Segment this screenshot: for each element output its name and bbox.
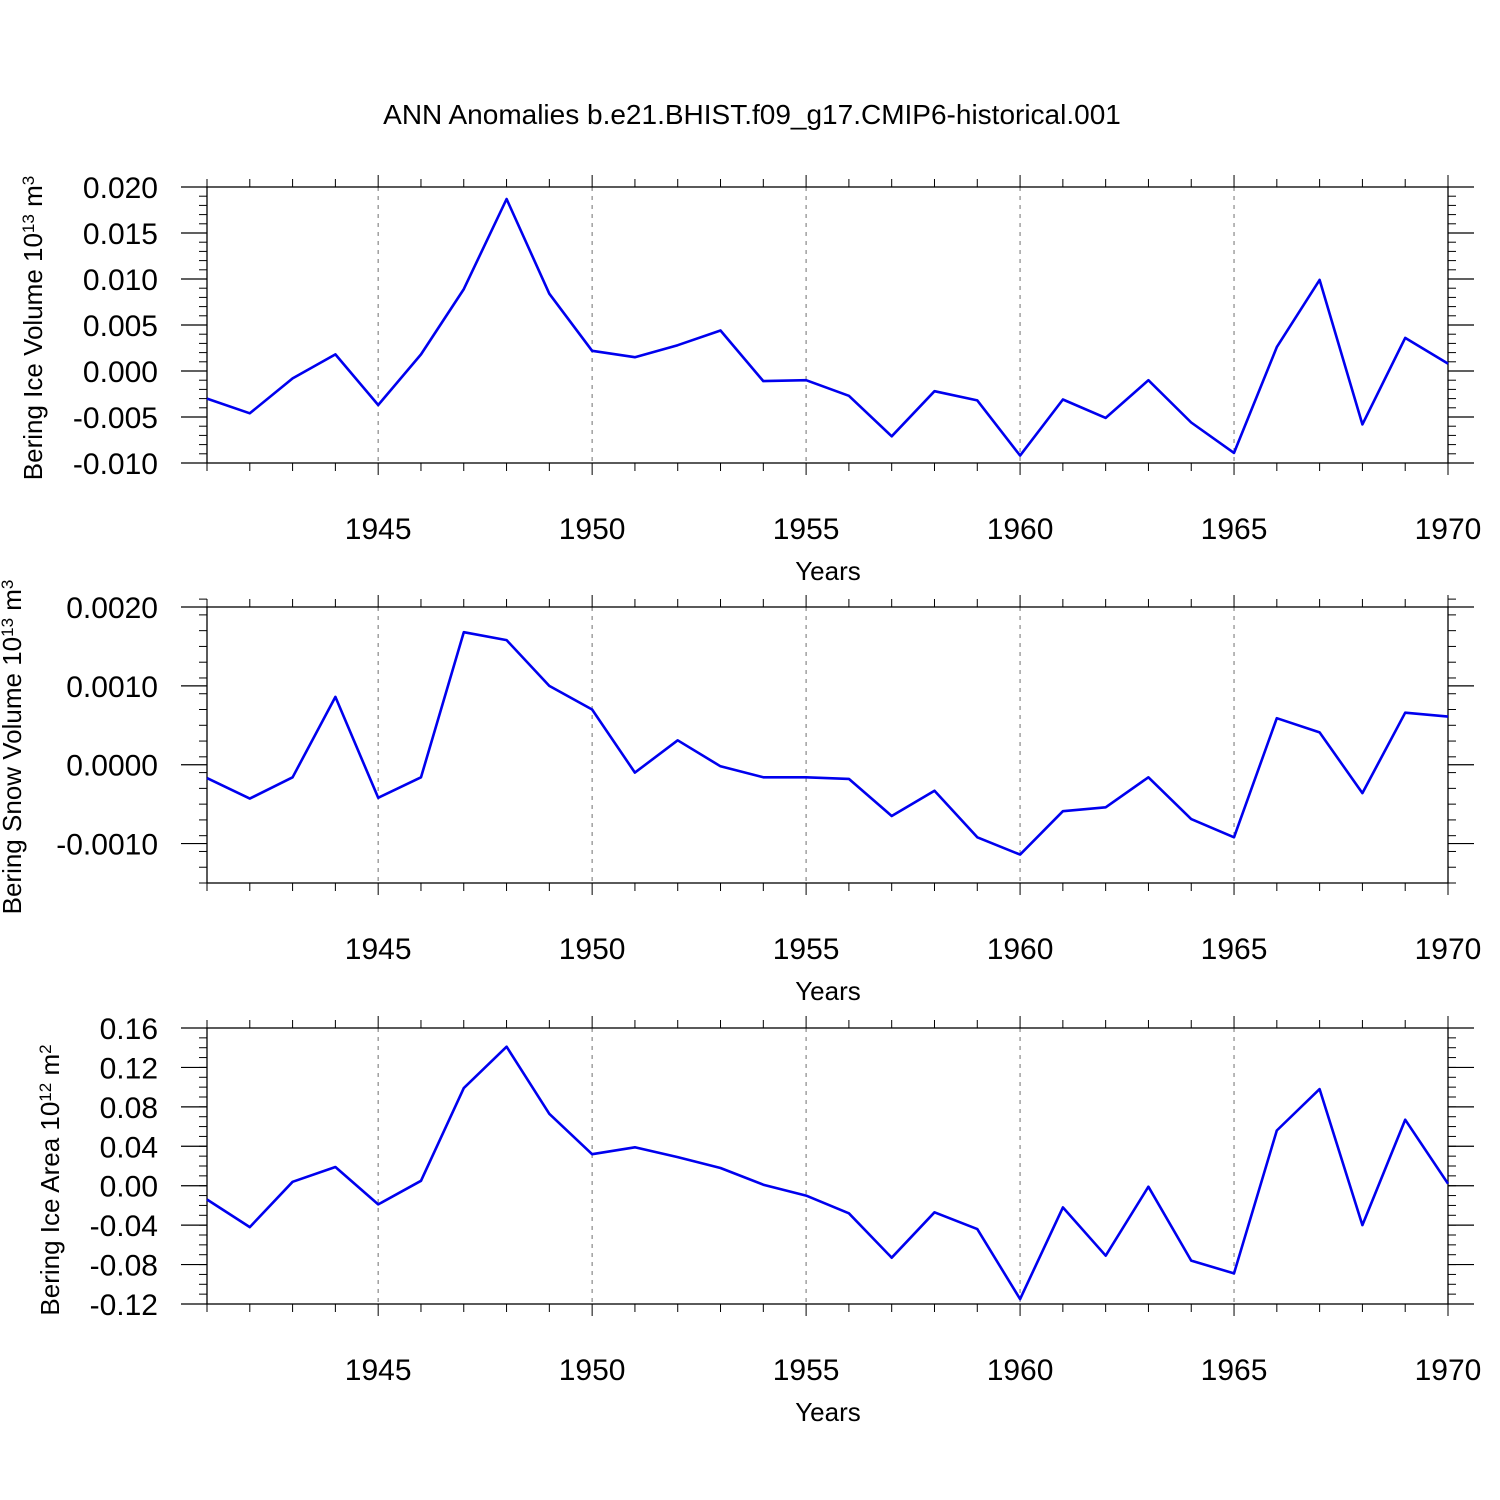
y-tick-label: -0.0010 [56,829,158,862]
panels: 1945 1950 1955 1960 1965 1970 Years 0.020 0.015 0… [0,172,1481,1427]
y-label-text: Bering Snow Volume 10 [0,637,27,915]
y-label-superscript: 12 [36,1083,55,1102]
series-line [206,197,1449,457]
y-label-text: Bering Ice Area 10 [35,1102,65,1316]
y-tick-label: 0.010 [83,264,158,297]
y-tick-label: 0.0000 [66,750,158,783]
series-line [206,1045,1450,1301]
y-label-superscript: 13 [19,214,38,233]
y-tick-label: 0.0010 [66,671,158,704]
figure-title: ANN Anomalies b.e21.BHIST.f09_g17.CMIP6-… [383,99,1121,130]
y-label-text: m [18,185,48,214]
y-label-superscript: 13 [0,618,17,637]
x-tick-label: 1970 [1415,933,1482,966]
y-tick-label: 0.00 [100,1171,158,1204]
y-tick-label: -0.005 [73,402,158,435]
y-axis-label: Bering Snow Volume 1013 m3 [0,580,27,915]
x-tick-label: 1950 [559,513,626,546]
y-tick-label: 0.015 [83,218,158,251]
x-tick-label: 1965 [1201,933,1268,966]
x-axis-label: Years [795,556,861,586]
plot-frame [206,606,1449,884]
y-tick-label: -0.04 [90,1210,158,1243]
x-tick-label: 1965 [1201,513,1268,546]
x-axis-label: Years [795,1397,861,1427]
y-tick-label: 0.020 [83,172,158,205]
x-tick-label: 1945 [345,513,412,546]
x-tick-label: 1960 [987,513,1054,546]
y-axis-label: Bering Ice Volume 1013 m3 [18,176,48,480]
x-tick-label: 1945 [345,1354,412,1387]
x-tick-label: 1970 [1415,513,1482,546]
x-tick-label: 1950 [559,933,626,966]
panel-2: 1945 1950 1955 1960 1965 1970 Years 0.0020 0.001… [0,580,1481,1006]
x-tick-label: 1955 [773,933,840,966]
panel-1: 1945 1950 1955 1960 1965 1970 Years 0.020 0.015 0… [18,172,1481,586]
plot-frame [206,1027,1449,1305]
x-tick-label: 1955 [773,1354,840,1387]
x-tick-label: 1965 [1201,1354,1268,1387]
y-label-text: m [35,1054,65,1083]
x-tick-label: 1960 [987,1354,1054,1387]
y-tick-label: 0.000 [83,356,158,389]
y-label-superscript: 3 [19,176,38,185]
y-tick-label: -0.08 [90,1250,158,1283]
panel-3: 1945 1950 1955 1960 1965 1970 Years 0.16 0.12 0.0… [35,1013,1481,1427]
x-tick-label: 1970 [1415,1354,1482,1387]
y-tick-label: -0.12 [90,1289,158,1322]
x-tick-label: 1945 [345,933,412,966]
y-tick-label: 0.08 [100,1092,158,1125]
y-tick-label: 0.16 [100,1013,158,1046]
x-axis-label: Years [795,976,861,1006]
x-tick-label: 1955 [773,513,840,546]
y-tick-label: 0.04 [100,1131,158,1164]
x-tick-label: 1950 [559,1354,626,1387]
y-label-text: Bering Ice Volume 10 [18,233,48,480]
y-axis-label: Bering Ice Area 1012 m2 [35,1044,65,1315]
plot-frame [206,186,1449,464]
y-tick-label: 0.005 [83,310,158,343]
y-label-superscript: 3 [0,580,17,589]
y-tick-label: 0.12 [100,1052,158,1085]
series-line [206,630,1449,856]
x-tick-label: 1960 [987,933,1054,966]
y-label-superscript: 2 [36,1044,55,1053]
y-tick-label: -0.010 [73,448,158,481]
y-label-text: m [0,589,27,618]
y-tick-label: 0.0020 [66,592,158,625]
